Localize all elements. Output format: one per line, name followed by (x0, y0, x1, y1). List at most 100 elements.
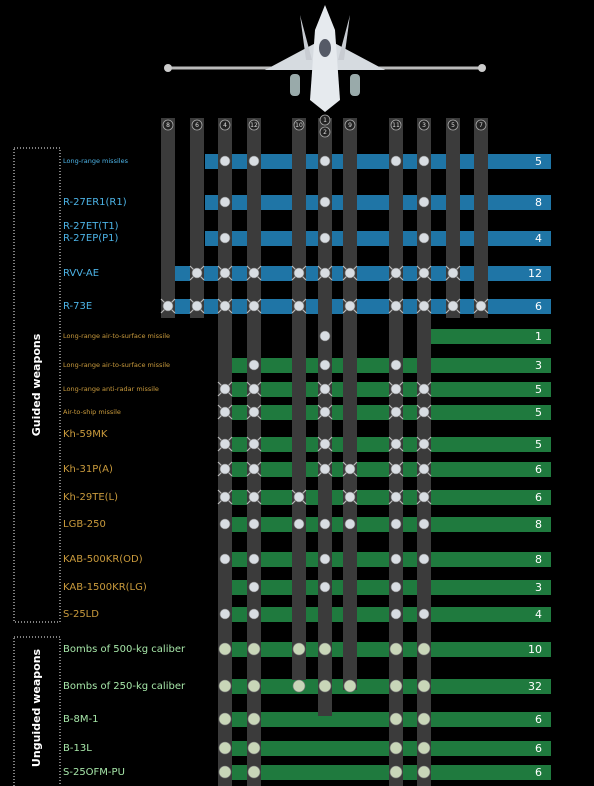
weapon-icon (219, 196, 231, 208)
pylon-column (446, 118, 460, 318)
weapon-icon (293, 300, 305, 312)
weapon-icon (248, 383, 260, 395)
weapon-icon (319, 463, 331, 475)
weapon-icon (292, 642, 306, 656)
weapon-icon (191, 267, 203, 279)
weapon-icon (390, 608, 402, 620)
weapon-icon (319, 359, 331, 371)
weapon-icon (319, 196, 331, 208)
row-band (205, 231, 551, 246)
row-label: B-13L (63, 743, 92, 754)
row-count: 5 (535, 406, 542, 419)
pylon-number: 11 (392, 122, 400, 129)
group-label: Unguided weapons (30, 648, 43, 767)
pylon-badge (447, 119, 459, 131)
weapon-icon (247, 765, 261, 779)
weapon-icon (417, 741, 431, 755)
pylon-number: 8 (166, 122, 170, 129)
row-label: RVV-AE (63, 268, 99, 279)
row-label: Long-range air-to-surface missile (63, 332, 170, 340)
weapon-icon (319, 267, 331, 279)
weapon-icon (389, 712, 403, 726)
row-label: LGB-250 (63, 519, 106, 530)
weapon-icon (417, 765, 431, 779)
row-label: KAB-1500KR(LG) (63, 582, 147, 593)
row-label: Long-range air-to-surface missile (63, 361, 170, 369)
weapon-icon (248, 438, 260, 450)
row-label: S-25OFM-PU (63, 767, 125, 778)
pylon-number: 7 (479, 122, 483, 129)
pylon-column (474, 118, 488, 318)
weapon-icon (319, 383, 331, 395)
weapon-icon (319, 155, 331, 167)
weapon-icon (319, 406, 331, 418)
row-count: 12 (528, 267, 542, 280)
aircraft (164, 5, 486, 112)
weapon-icon (162, 300, 174, 312)
weapon-icon (248, 608, 260, 620)
weapon-icon (319, 330, 331, 342)
weapon-icon (219, 155, 231, 167)
weapon-icon (319, 581, 331, 593)
weapon-icon (219, 463, 231, 475)
weapon-icon (319, 232, 331, 244)
row-label: R-27ER1(R1) (63, 197, 127, 208)
weapon-icon (418, 267, 430, 279)
weapon-icon (247, 712, 261, 726)
row-label: B-8M-1 (63, 714, 98, 725)
weapon-icon (390, 518, 402, 530)
pylon-badge (319, 126, 331, 138)
weapon-icon (218, 741, 232, 755)
row-count: 3 (535, 359, 542, 372)
row-count: 6 (535, 300, 542, 313)
row-count: 6 (535, 491, 542, 504)
weapon-icon (219, 608, 231, 620)
row-count: 4 (535, 232, 542, 245)
pylon-number: 9 (348, 122, 352, 129)
weapon-icon (418, 196, 430, 208)
weapon-icon (219, 553, 231, 565)
pylon-number: 5 (451, 122, 455, 129)
weapon-icon (390, 155, 402, 167)
weapon-icon (418, 383, 430, 395)
row-label: R-73E (63, 301, 92, 312)
weapon-icon (219, 232, 231, 244)
weapon-icon (417, 679, 431, 693)
weapon-icon (390, 383, 402, 395)
row-label: Air-to-ship missile (63, 408, 121, 416)
weapon-icon (344, 267, 356, 279)
row-count: 6 (535, 463, 542, 476)
weapon-icon (343, 679, 357, 693)
weapon-icon (248, 406, 260, 418)
weapon-icon (219, 267, 231, 279)
weapon-icon (390, 406, 402, 418)
weapon-icon (248, 581, 260, 593)
weapon-icon (390, 463, 402, 475)
row-label: Kh-59MK (63, 429, 108, 440)
weapon-icon (418, 608, 430, 620)
group-bracket (13, 147, 61, 623)
row-count: 10 (528, 643, 542, 656)
row-count: 6 (535, 766, 542, 779)
row-count: 3 (535, 581, 542, 594)
row-count: 6 (535, 713, 542, 726)
weapon-icon (248, 463, 260, 475)
row-count: 4 (535, 608, 542, 621)
row-label: Bombs of 500-kg caliber (63, 644, 186, 655)
weapon-icon (390, 300, 402, 312)
weapon-icon (248, 491, 260, 503)
row-count: 1 (535, 330, 542, 343)
row-band (430, 329, 551, 344)
weapon-icon (344, 518, 356, 530)
pylon-column (417, 118, 431, 786)
row-count: 8 (535, 196, 542, 209)
weapon-icon (475, 300, 487, 312)
weapon-icon (418, 438, 430, 450)
pylon-badge (248, 119, 260, 131)
row-label: KAB-500KR(OD) (63, 554, 143, 565)
pylon-column (389, 118, 403, 786)
weapon-icon (219, 406, 231, 418)
weapon-icon (318, 679, 332, 693)
weapon-icon (248, 553, 260, 565)
